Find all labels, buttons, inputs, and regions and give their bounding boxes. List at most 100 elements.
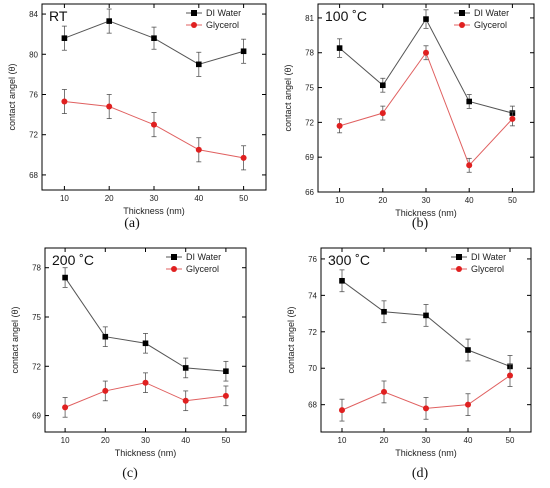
y-tick-label: 81	[305, 14, 314, 23]
x-tick-label: 20	[378, 196, 387, 205]
legend-entry: DI Water	[166, 252, 221, 262]
y-tick-label: 72	[32, 362, 41, 371]
legend-entry: Glycerol	[166, 264, 219, 274]
panel-title: 300 ˚C	[328, 252, 370, 268]
legend-label: Glycerol	[474, 20, 507, 30]
series-di-water	[339, 269, 513, 378]
y-tick-label: 70	[308, 364, 317, 373]
chart-panel-4: 10 20 30 40 50 68 70 72 74 76 Thickness (nm) contac…	[286, 247, 532, 481]
data-point	[182, 397, 189, 404]
y-tick-label: 69	[32, 412, 41, 421]
x-tick-label: 30	[422, 196, 431, 205]
data-point	[423, 49, 429, 56]
data-point	[381, 308, 387, 315]
legend-entry: Glycerol	[186, 20, 239, 30]
data-point	[61, 98, 68, 105]
data-point	[466, 98, 472, 105]
series-line	[339, 51, 513, 167]
y-tick-label: 78	[32, 264, 41, 273]
data-point	[379, 110, 386, 117]
panel-caption: (d)	[412, 466, 429, 481]
panel-caption: (b)	[412, 216, 429, 231]
series-glycerol	[336, 45, 516, 173]
x-axis-label: Thickness (nm)	[395, 448, 457, 458]
legend-label: Glycerol	[471, 264, 504, 274]
data-point	[240, 154, 247, 161]
series-line	[339, 18, 513, 114]
data-point	[339, 407, 345, 414]
y-tick-label: 76	[29, 90, 38, 99]
legend-label: Glycerol	[186, 264, 219, 274]
plot-frame	[317, 3, 535, 193]
chart-panel-2: 10 20 30 40 50 66 69 72 75 78 81 Thickness (nm) cont…	[283, 3, 535, 231]
y-tick-label: 66	[305, 188, 314, 197]
data-point	[61, 35, 68, 41]
y-tick-label: 74	[308, 291, 317, 300]
legend-entry: Glycerol	[451, 264, 504, 274]
data-point	[381, 388, 387, 395]
data-point	[466, 162, 473, 169]
data-point	[240, 48, 247, 55]
data-point	[423, 312, 429, 319]
panel-caption: (a)	[124, 216, 140, 231]
data-point	[106, 103, 113, 110]
data-point	[222, 392, 229, 399]
y-tick-label: 78	[305, 49, 314, 58]
panel-title: 200 ˚C	[52, 252, 94, 268]
x-axis-label: Thickness (nm)	[123, 206, 185, 216]
data-point	[336, 45, 343, 51]
data-point	[62, 274, 68, 281]
data-point	[142, 379, 149, 386]
data-point	[465, 347, 471, 353]
y-tick-label: 72	[308, 328, 317, 337]
x-tick-label: 10	[338, 436, 347, 445]
y-tick-label: 76	[308, 255, 317, 264]
y-tick-label: 69	[305, 153, 314, 162]
legend-marker	[191, 22, 197, 28]
data-point	[507, 372, 513, 379]
x-tick-label: 40	[465, 196, 474, 205]
x-tick-label: 40	[181, 436, 190, 445]
y-axis-label: contact angel (θ)	[286, 306, 296, 373]
data-point	[465, 401, 471, 408]
legend-entry: DI Water	[454, 8, 509, 18]
y-axis-label: contact angel (θ)	[283, 64, 293, 131]
data-point	[62, 404, 69, 411]
x-tick-label: 10	[335, 196, 344, 205]
data-point	[196, 61, 202, 68]
series-glycerol	[61, 89, 247, 171]
legend-marker	[191, 10, 197, 16]
panel-title: RT	[49, 8, 68, 24]
x-tick-label: 40	[464, 436, 473, 445]
x-tick-label: 30	[141, 436, 150, 445]
legend-label: DI Water	[474, 8, 509, 18]
x-tick-label: 20	[105, 194, 114, 203]
legend-entry: Glycerol	[454, 20, 507, 30]
y-tick-label: 84	[29, 10, 38, 19]
series-di-water	[61, 8, 247, 77]
y-tick-label: 75	[32, 313, 41, 322]
data-point	[102, 387, 109, 394]
x-tick-label: 20	[101, 436, 110, 445]
legend-label: DI Water	[206, 8, 241, 18]
y-tick-label: 72	[29, 131, 38, 140]
legend-entry: DI Water	[451, 252, 506, 262]
x-tick-label: 10	[60, 194, 69, 203]
x-tick-label: 40	[194, 194, 203, 203]
data-point	[223, 368, 229, 375]
series-line	[64, 277, 226, 372]
data-point	[151, 35, 157, 41]
x-tick-label: 30	[422, 436, 431, 445]
data-point	[151, 121, 157, 128]
y-tick-label: 68	[29, 171, 38, 180]
series-glycerol	[62, 372, 229, 418]
legend-marker	[171, 254, 177, 260]
y-axis-label: contact angel (θ)	[7, 63, 17, 130]
chart-panel-1: 10 20 30 40 50 68 72 76 80 84 Thickness (nm) contac…	[7, 3, 267, 231]
legend-marker	[459, 10, 465, 16]
data-point	[380, 82, 386, 89]
x-tick-label: 50	[221, 436, 230, 445]
panel-title: 100 ˚C	[325, 8, 367, 24]
data-point	[423, 405, 429, 412]
